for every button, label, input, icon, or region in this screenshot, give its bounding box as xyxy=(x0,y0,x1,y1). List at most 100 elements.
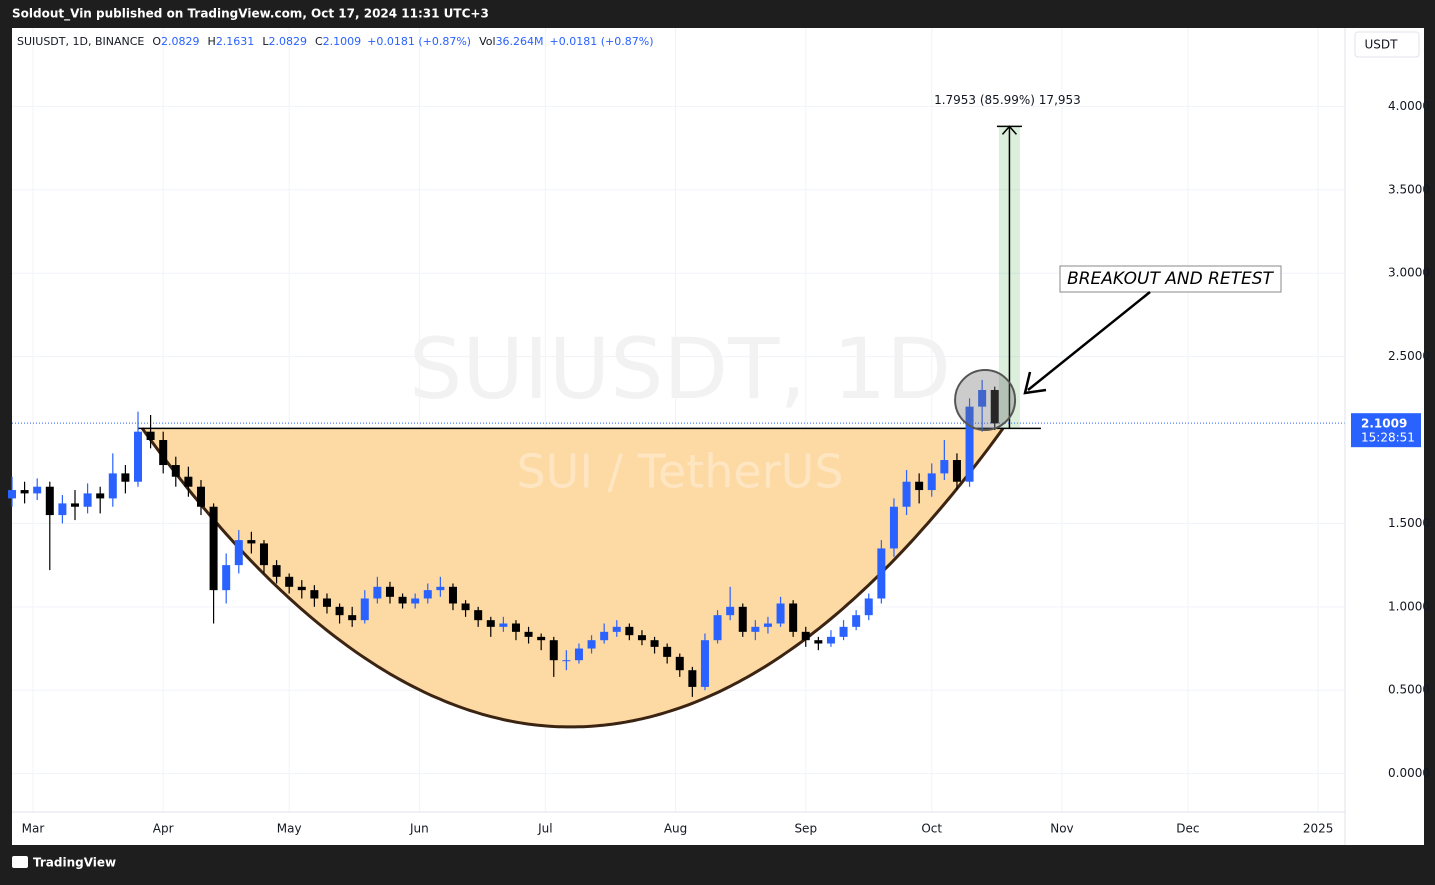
legend-symbol: SUIUSDT, 1D, BINANCE xyxy=(17,35,144,48)
candle-body xyxy=(511,623,520,632)
annotation-arrow xyxy=(1027,291,1151,391)
candle-body xyxy=(663,646,672,657)
candle-body xyxy=(877,548,886,599)
candle-body xyxy=(499,623,508,627)
legend-field: C xyxy=(315,35,323,48)
annotation-box xyxy=(1059,265,1282,293)
legend-field: O xyxy=(152,35,161,48)
x-tick-label: Mar xyxy=(22,822,45,836)
candle-body xyxy=(222,565,231,591)
candle-body xyxy=(121,473,130,482)
candle-body xyxy=(814,640,823,644)
highlight-circle xyxy=(954,368,1017,431)
candle-body xyxy=(978,389,987,407)
candle-body xyxy=(574,648,583,661)
candle-body xyxy=(398,596,407,604)
y-tick-label: 4.0000 xyxy=(1388,99,1430,113)
x-tick-label: Apr xyxy=(153,822,174,836)
measure-arrowhead xyxy=(1001,125,1018,135)
measure-label: 1.7953 (85.99%) 17,953 xyxy=(934,93,1081,107)
candle-body xyxy=(600,631,609,641)
candle-body xyxy=(184,476,193,487)
candle-body xyxy=(650,640,659,647)
candle-body xyxy=(852,615,861,627)
legend-change: +0.0181 (+0.87%) xyxy=(550,35,654,48)
candle-body xyxy=(612,626,621,632)
candle-body xyxy=(196,486,205,507)
watermark: SUIUSDT, 1D xyxy=(409,320,951,418)
candle-body xyxy=(474,610,483,621)
candle-body xyxy=(335,606,344,616)
last-price-label: 2.1009 xyxy=(1361,417,1407,431)
candle-body xyxy=(96,493,105,499)
legend-field: H xyxy=(208,35,216,48)
legend-field: Vol xyxy=(479,35,495,48)
candle-body xyxy=(373,586,382,599)
candle-body xyxy=(952,460,961,482)
candle-body xyxy=(322,598,331,607)
brand-logo xyxy=(12,856,28,868)
candle-body xyxy=(297,586,306,591)
candle-body xyxy=(133,431,142,482)
candle-body xyxy=(562,660,571,662)
candle-body xyxy=(625,626,634,636)
candle-body xyxy=(310,590,319,599)
legend-field: L xyxy=(262,35,269,48)
x-tick-label: Jun xyxy=(409,822,429,836)
currency-label: USDT xyxy=(1365,38,1399,52)
candle-body xyxy=(45,486,54,516)
legend-value: 36.264M xyxy=(496,35,544,48)
x-tick-label: Sep xyxy=(794,822,817,836)
candle-body xyxy=(385,586,394,597)
legend-value: 2.1009 xyxy=(323,35,362,48)
plot-layer: SUIUSDT, 1D SUI / TetherUS 1.7953 (85.99%)… xyxy=(8,28,1345,812)
legend-value: 2.0829 xyxy=(268,35,307,48)
candle-body xyxy=(423,590,432,599)
candle-body xyxy=(83,493,92,507)
candle-body xyxy=(763,623,772,627)
y-tick-label: 1.0000 xyxy=(1388,599,1430,613)
x-tick-label: Dec xyxy=(1176,822,1199,836)
watermark-sub: SUI / TetherUS xyxy=(516,445,843,499)
candle-body xyxy=(990,389,999,424)
candle-body xyxy=(348,615,357,621)
x-tick-label: Nov xyxy=(1050,822,1073,836)
legend-value: 2.1631 xyxy=(216,35,255,48)
candle-body xyxy=(927,473,936,491)
candle-body xyxy=(864,598,873,616)
candle-body xyxy=(461,603,470,611)
candle-body xyxy=(726,606,735,616)
candle-body xyxy=(70,503,79,507)
y-tick-label: 0.0000 xyxy=(1388,766,1430,780)
candle-body xyxy=(234,540,243,566)
ohlc-legend: SUIUSDT, 1D, BINANCE O2.0829 H2.1631 L2.082… xyxy=(17,35,654,48)
x-tick-label: Jul xyxy=(537,822,552,836)
annotation-text: BREAKOUT AND RETEST xyxy=(1067,269,1274,289)
candle-body xyxy=(675,656,684,671)
candle-body xyxy=(524,631,533,637)
candle-body xyxy=(839,626,848,637)
candle-body xyxy=(940,460,949,474)
y-tick-label: 0.5000 xyxy=(1388,683,1430,697)
candle-body xyxy=(549,640,558,661)
candle-body xyxy=(801,631,810,641)
x-tick-label: Oct xyxy=(921,822,942,836)
candle-body xyxy=(411,598,420,604)
candle-body xyxy=(8,490,16,499)
y-tick-label: 3.0000 xyxy=(1388,266,1430,280)
candle-body xyxy=(146,431,155,441)
brand: TradingView xyxy=(33,856,116,870)
candle-body xyxy=(33,486,42,494)
legend-change: +0.0181 (+0.87%) xyxy=(367,35,471,48)
cup-curve xyxy=(140,427,1005,729)
candle-body xyxy=(272,565,281,577)
legend-value: 2.0829 xyxy=(161,35,200,48)
currency-button[interactable] xyxy=(1354,31,1420,58)
candle-body xyxy=(159,440,168,466)
candle-body xyxy=(436,586,445,591)
candle-body xyxy=(247,540,256,544)
last-price-box xyxy=(1351,413,1421,448)
candle-body xyxy=(20,490,29,494)
candle-body xyxy=(209,506,218,591)
